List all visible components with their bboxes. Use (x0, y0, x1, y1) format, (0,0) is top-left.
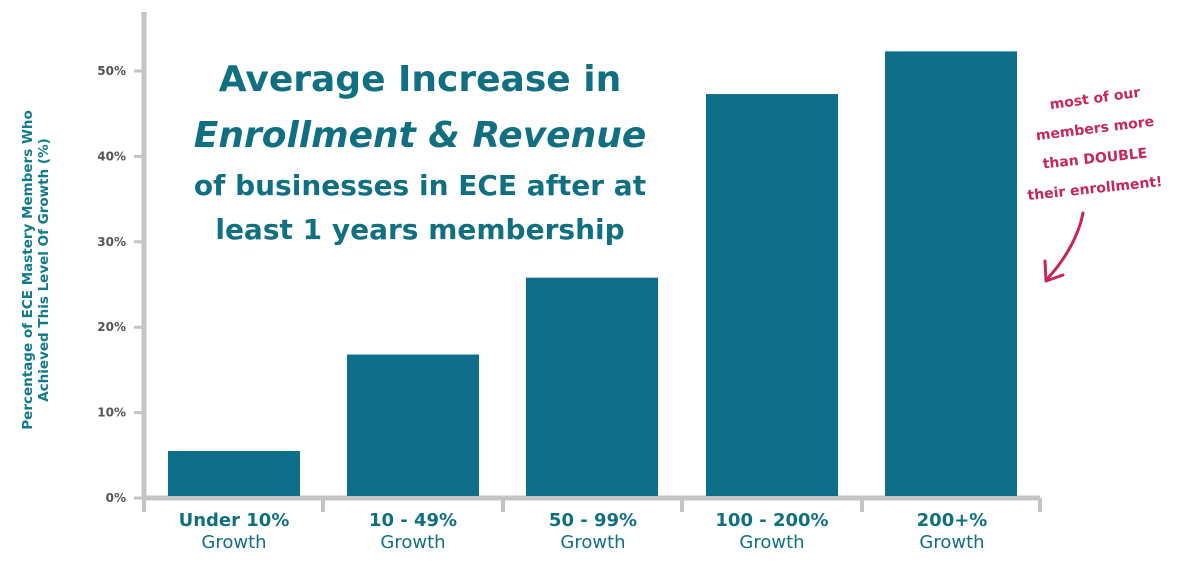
y-ticks: 0% 10% 20% 30% 40% 50% (97, 64, 144, 505)
x-category-0-word: Growth (201, 532, 267, 553)
x-category-3-word: Growth (739, 532, 805, 553)
bars (168, 51, 1017, 497)
title-line-2: Enrollment & Revenue (193, 115, 647, 156)
x-category-2-word: Growth (560, 532, 626, 553)
x-category-2-range: 50 - 99% (548, 510, 638, 531)
x-category-0-range: Under 10% (178, 510, 290, 531)
y-tick-label-2: 20% (97, 320, 126, 334)
y-tick-label-4: 40% (97, 149, 126, 163)
bar-0 (168, 451, 300, 496)
annotation-note: most of our members more than DOUBLE the… (1010, 84, 1180, 204)
x-category-1-word: Growth (380, 532, 446, 553)
y-axis-label: Percentage of ECE Mastery Members Who Ac… (6, 80, 66, 460)
axes (141, 12, 1042, 512)
x-category-0: Under 10% Growth (159, 510, 309, 554)
x-category-1: 10 - 49% Growth (338, 510, 488, 554)
chart-title: Average Increase in Enrollment & Revenue… (150, 52, 690, 252)
x-category-4: 200+% Growth (877, 510, 1027, 554)
x-category-3: 100 - 200% Growth (697, 510, 847, 554)
bar-1 (347, 354, 479, 496)
bar-3 (706, 94, 838, 497)
y-tick-label-1: 10% (97, 406, 126, 420)
y-axis-label-text: Percentage of ECE Mastery Members Who Ac… (20, 110, 52, 430)
x-category-1-range: 10 - 49% (368, 510, 458, 531)
y-tick-label-5: 50% (97, 64, 126, 78)
y-tick-label-0: 0% (106, 491, 126, 505)
x-category-4-word: Growth (919, 532, 985, 553)
bar-4 (885, 51, 1017, 496)
annotation-arrow-icon (1043, 211, 1085, 283)
title-line-1: Average Increase in (218, 59, 622, 100)
x-category-3-range: 100 - 200% (715, 510, 829, 531)
y-tick-label-3: 30% (97, 235, 126, 249)
bar-2 (526, 277, 658, 496)
title-line-4: least 1 years membership (215, 213, 625, 246)
x-category-4-range: 200+% (916, 510, 988, 531)
title-line-3: of businesses in ECE after at (193, 169, 647, 202)
x-category-2: 50 - 99% Growth (518, 510, 668, 554)
